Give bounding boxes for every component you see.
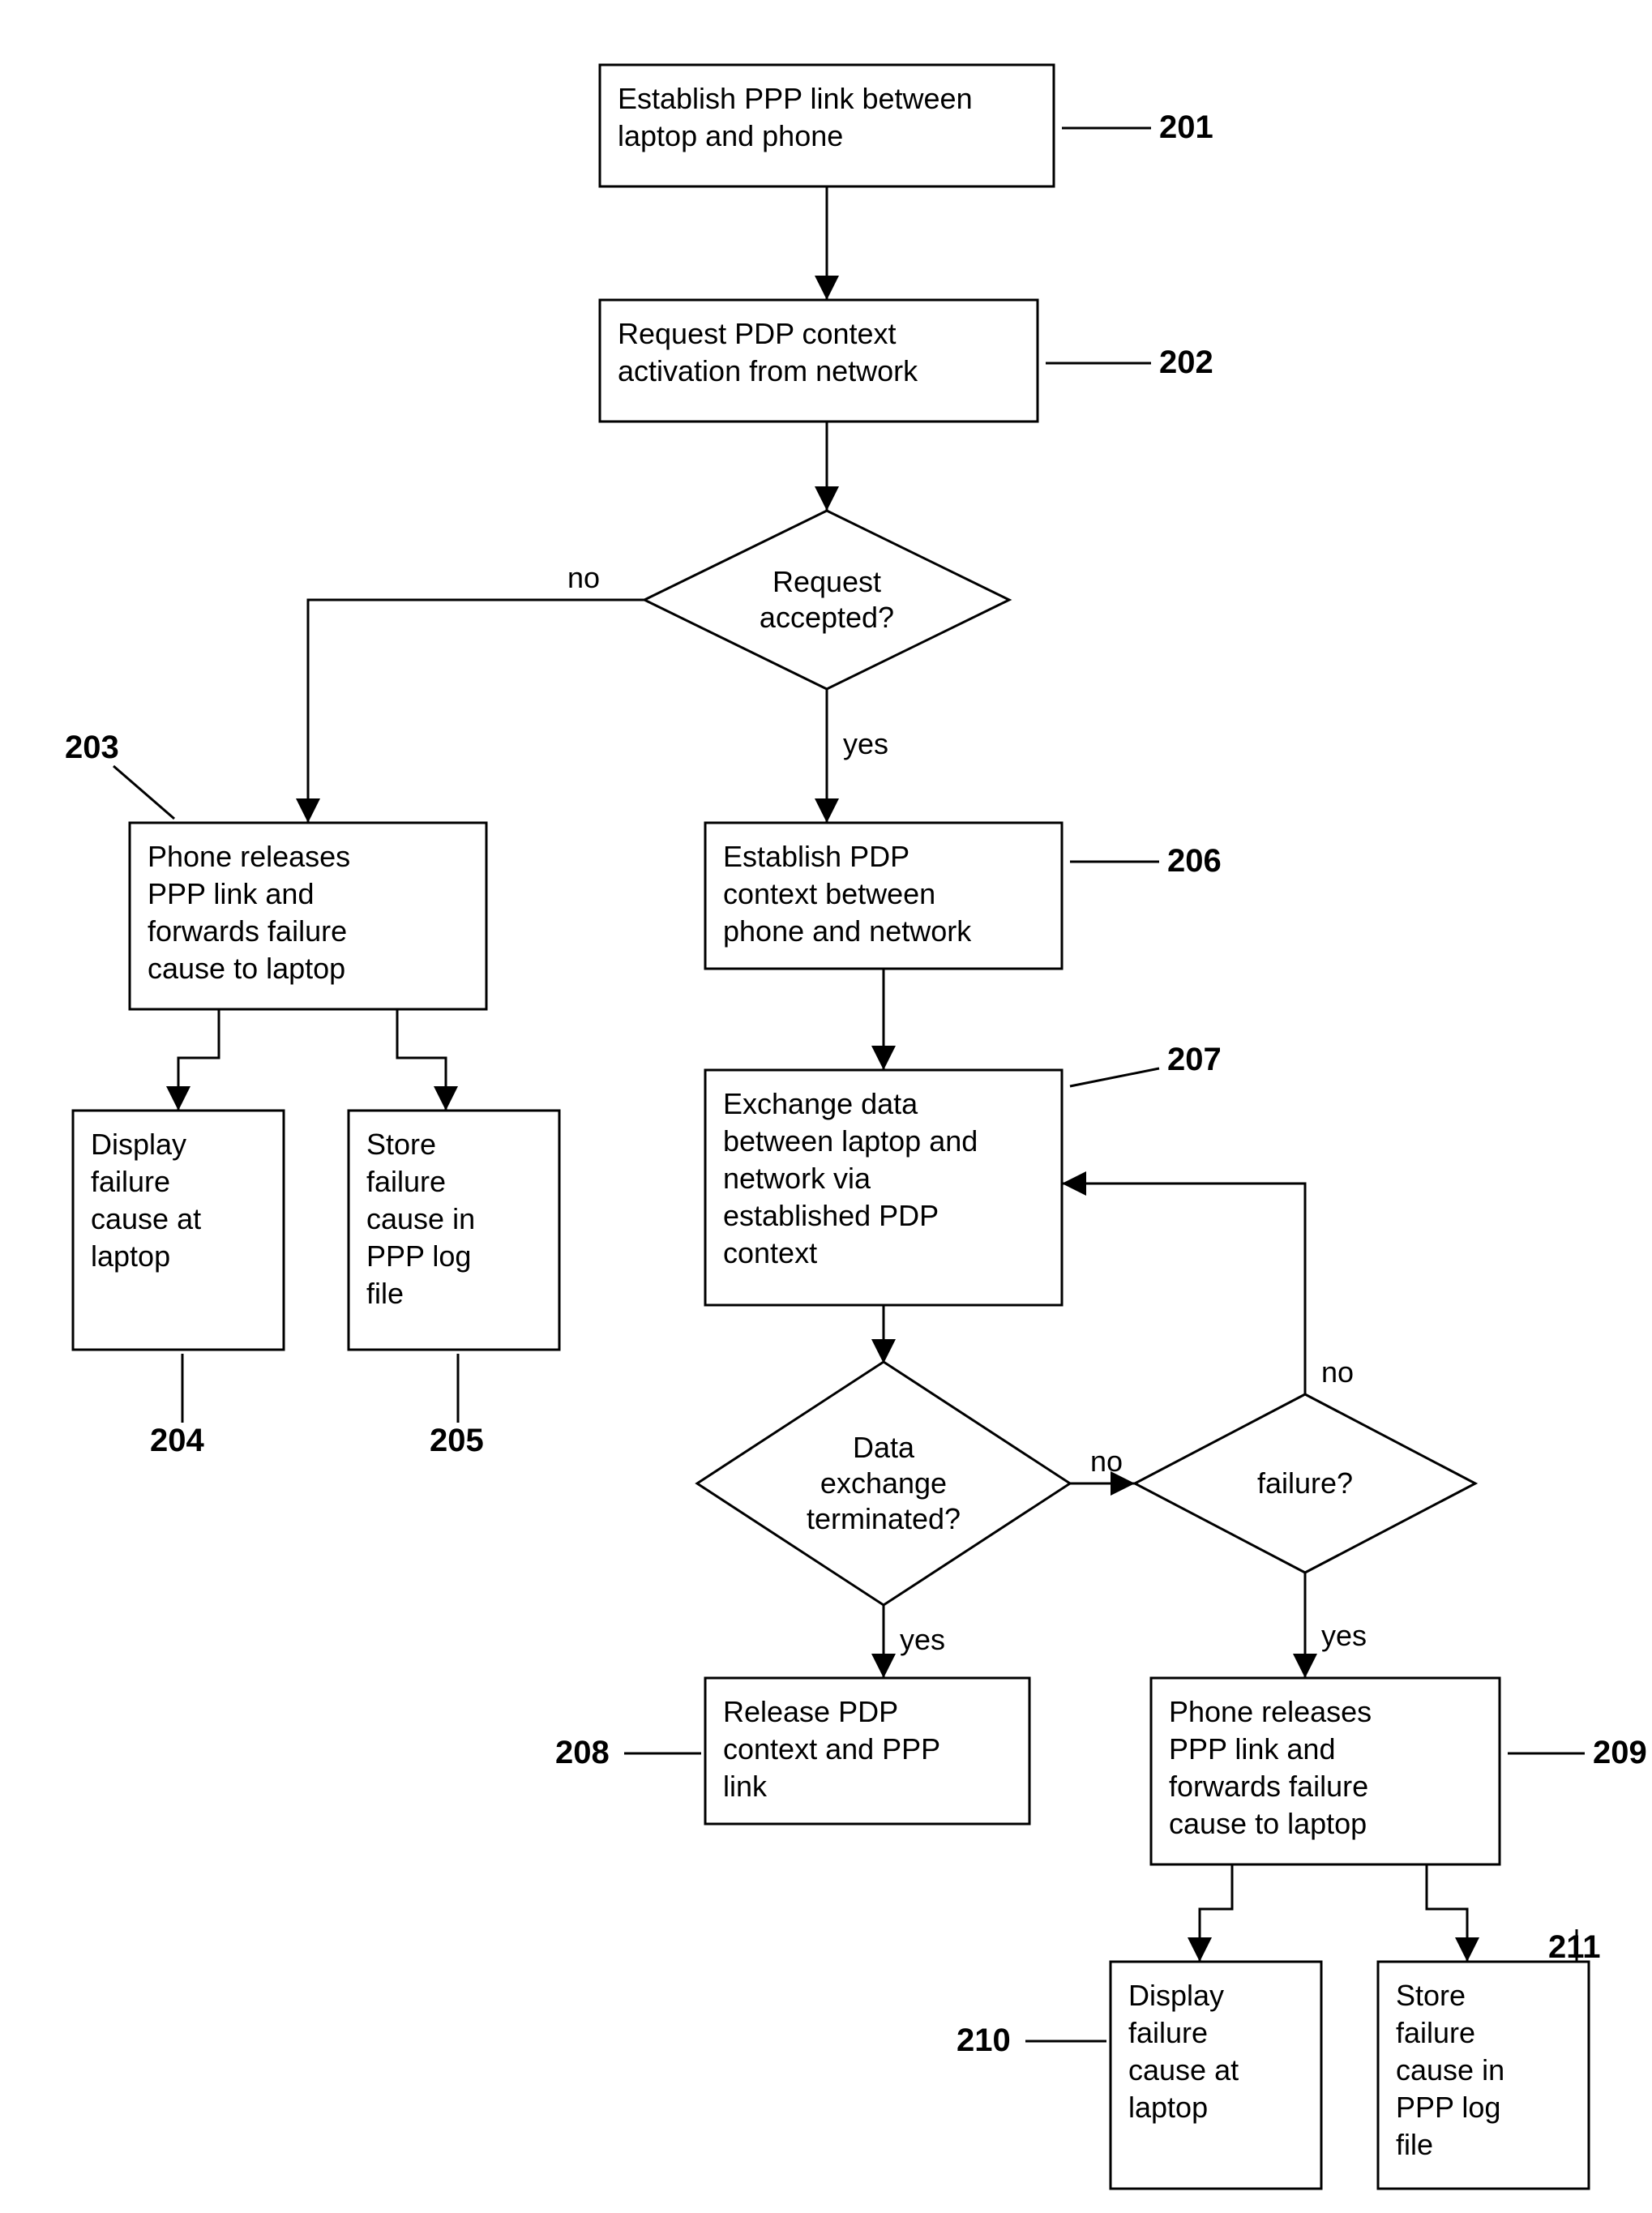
svg-text:yes: yes xyxy=(1321,1619,1367,1652)
svg-text:Phone releases: Phone releases xyxy=(1169,1695,1372,1728)
svg-text:210: 210 xyxy=(957,2023,1011,2058)
svg-text:failure: failure xyxy=(1396,2016,1475,2049)
svg-text:cause in: cause in xyxy=(1396,2053,1504,2087)
svg-text:207: 207 xyxy=(1167,1042,1222,1077)
svg-text:exchange: exchange xyxy=(820,1466,947,1500)
svg-text:Phone releases: Phone releases xyxy=(148,840,350,873)
svg-text:201: 201 xyxy=(1159,109,1213,145)
svg-text:202: 202 xyxy=(1159,345,1213,380)
svg-text:laptop: laptop xyxy=(1128,2091,1208,2124)
svg-text:failure: failure xyxy=(1128,2016,1208,2049)
svg-text:context: context xyxy=(723,1236,817,1269)
svg-text:between laptop and: between laptop and xyxy=(723,1124,978,1158)
svg-text:PPP link and: PPP link and xyxy=(148,877,314,910)
svg-text:203: 203 xyxy=(65,730,119,765)
svg-text:context and PPP: context and PPP xyxy=(723,1732,940,1766)
svg-text:no: no xyxy=(1090,1445,1123,1478)
svg-text:link: link xyxy=(723,1770,768,1803)
svg-text:Request PDP context: Request PDP context xyxy=(618,317,897,350)
svg-text:Establish PDP: Establish PDP xyxy=(723,840,909,873)
svg-text:yes: yes xyxy=(900,1623,945,1656)
svg-text:no: no xyxy=(1321,1355,1354,1389)
svg-text:cause to laptop: cause to laptop xyxy=(1169,1807,1367,1840)
svg-text:cause at: cause at xyxy=(1128,2053,1239,2087)
svg-text:cause in: cause in xyxy=(366,1202,475,1235)
svg-text:cause to laptop: cause to laptop xyxy=(148,952,345,985)
svg-text:205: 205 xyxy=(430,1423,484,1458)
svg-text:PPP link and: PPP link and xyxy=(1169,1732,1335,1766)
svg-text:file: file xyxy=(1396,2128,1433,2161)
svg-text:Data: Data xyxy=(853,1431,915,1464)
d1 xyxy=(644,511,1009,689)
svg-text:network via: network via xyxy=(723,1162,871,1195)
svg-text:Establish PPP link between: Establish PPP link between xyxy=(618,82,973,115)
svg-text:failure?: failure? xyxy=(1257,1466,1353,1500)
svg-text:Store: Store xyxy=(366,1128,436,1161)
svg-text:no: no xyxy=(567,561,600,594)
svg-text:Request: Request xyxy=(773,565,881,598)
svg-text:laptop: laptop xyxy=(91,1239,170,1273)
svg-text:Display: Display xyxy=(1128,1979,1224,2012)
svg-text:Exchange data: Exchange data xyxy=(723,1087,918,1120)
svg-text:established PDP: established PDP xyxy=(723,1199,939,1232)
svg-text:activation from network: activation from network xyxy=(618,354,918,387)
svg-text:terminated?: terminated? xyxy=(807,1502,961,1535)
svg-text:yes: yes xyxy=(843,727,888,760)
svg-text:PPP log: PPP log xyxy=(1396,2091,1500,2124)
svg-text:208: 208 xyxy=(555,1735,610,1770)
svg-text:Release PDP: Release PDP xyxy=(723,1695,898,1728)
svg-text:failure: failure xyxy=(366,1165,446,1198)
svg-text:PPP log: PPP log xyxy=(366,1239,471,1273)
svg-text:Display: Display xyxy=(91,1128,186,1161)
svg-text:211: 211 xyxy=(1548,1929,1601,1965)
svg-text:forwards failure: forwards failure xyxy=(148,914,347,948)
svg-text:Store: Store xyxy=(1396,1979,1466,2012)
svg-text:phone and network: phone and network xyxy=(723,914,972,948)
svg-text:context between: context between xyxy=(723,877,935,910)
svg-text:204: 204 xyxy=(150,1423,204,1458)
svg-text:accepted?: accepted? xyxy=(760,601,894,634)
svg-text:forwards failure: forwards failure xyxy=(1169,1770,1368,1803)
svg-text:209: 209 xyxy=(1593,1735,1647,1770)
svg-text:206: 206 xyxy=(1167,843,1222,879)
svg-text:laptop and phone: laptop and phone xyxy=(618,119,843,152)
svg-text:cause at: cause at xyxy=(91,1202,201,1235)
svg-text:file: file xyxy=(366,1277,404,1310)
svg-text:failure: failure xyxy=(91,1165,170,1198)
